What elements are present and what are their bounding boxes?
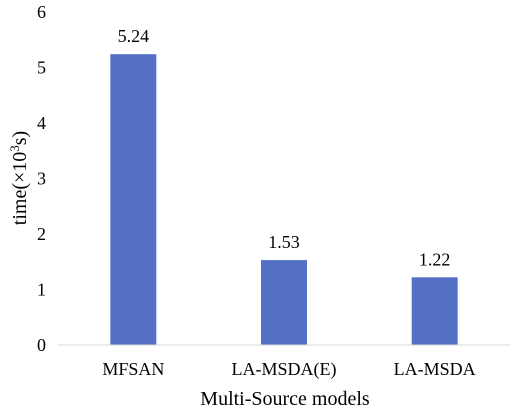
- bars-group: [110, 54, 458, 346]
- bar: [261, 260, 307, 345]
- bar: [411, 277, 458, 345]
- x-axis: MFSAN LA-MSDA(E) LA-MSDA: [58, 344, 510, 380]
- y-axis-title-prefix: time(×10: [9, 152, 31, 226]
- x-tick-label: MFSAN: [102, 359, 164, 379]
- y-axis: 0 1 2 3 4 5 6: [37, 2, 46, 355]
- y-tick-label: 0: [37, 335, 46, 355]
- y-tick-label: 5: [37, 58, 46, 78]
- x-tick-label: LA-MSDA(E): [232, 359, 337, 380]
- bar: [110, 54, 157, 346]
- y-tick-label: 1: [37, 280, 46, 300]
- bar-value-label: 1.22: [419, 249, 451, 269]
- bar-value-label: 1.53: [268, 232, 300, 252]
- bar-value-label: 5.24: [118, 26, 150, 46]
- y-axis-title: time(×103s): [7, 131, 32, 225]
- y-tick-label: 6: [37, 2, 46, 22]
- data-labels-group: 5.24 1.53 1.22: [118, 26, 451, 269]
- y-axis-title-suffix: s): [9, 131, 31, 145]
- x-tick-label: LA-MSDA: [394, 359, 476, 379]
- x-axis-title: Multi-Source models: [200, 388, 370, 410]
- y-tick-label: 4: [37, 113, 46, 133]
- y-tick-label: 3: [37, 169, 46, 189]
- y-axis-title-superscript: 3: [7, 145, 22, 152]
- y-tick-label: 2: [37, 224, 46, 244]
